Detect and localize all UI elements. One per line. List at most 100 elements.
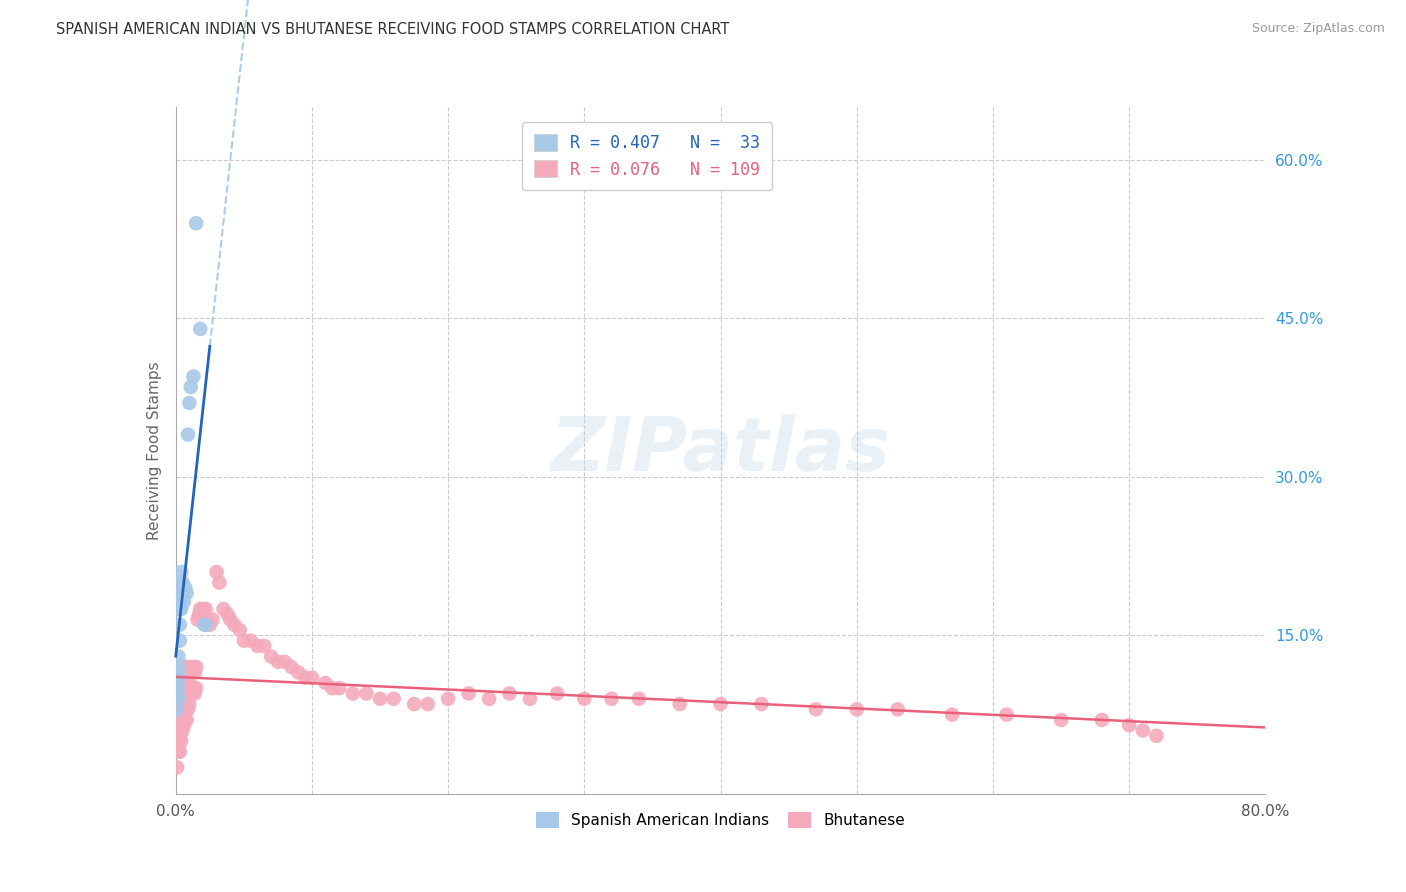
Point xyxy=(167,691,190,706)
Point xyxy=(194,602,217,616)
Point xyxy=(167,718,190,732)
Point xyxy=(166,665,188,680)
Point xyxy=(186,216,208,230)
Point xyxy=(195,613,218,627)
Point xyxy=(190,607,212,622)
Point xyxy=(995,707,1018,722)
Point xyxy=(167,702,190,716)
Point xyxy=(170,702,193,716)
Point xyxy=(172,581,194,595)
Point xyxy=(170,586,193,600)
Point xyxy=(173,594,195,608)
Point xyxy=(170,676,193,690)
Point xyxy=(382,691,405,706)
Point xyxy=(179,676,201,690)
Point xyxy=(342,686,364,700)
Point xyxy=(194,617,217,632)
Point xyxy=(167,671,190,685)
Point xyxy=(166,745,188,759)
Point xyxy=(166,702,188,716)
Point xyxy=(172,591,194,606)
Point xyxy=(498,686,520,700)
Point xyxy=(1144,729,1167,743)
Point xyxy=(1050,713,1073,727)
Point xyxy=(600,691,623,706)
Point xyxy=(219,613,242,627)
Point xyxy=(187,607,209,622)
Point xyxy=(1118,718,1140,732)
Point xyxy=(205,565,228,579)
Point xyxy=(170,734,193,748)
Point xyxy=(172,575,194,590)
Point xyxy=(232,633,254,648)
Y-axis label: Receiving Food Stamps: Receiving Food Stamps xyxy=(146,361,162,540)
Point xyxy=(710,697,733,711)
Point xyxy=(180,686,202,700)
Point xyxy=(574,691,596,706)
Point xyxy=(201,613,224,627)
Point xyxy=(169,718,191,732)
Point xyxy=(169,671,191,685)
Point xyxy=(260,649,283,664)
Point xyxy=(183,681,205,696)
Point xyxy=(174,581,197,595)
Text: ZIPatlas: ZIPatlas xyxy=(551,414,890,487)
Point xyxy=(519,691,541,706)
Point xyxy=(174,691,197,706)
Point xyxy=(193,617,215,632)
Point xyxy=(287,665,309,680)
Point xyxy=(172,676,194,690)
Point xyxy=(186,613,209,627)
Point xyxy=(179,396,201,410)
Point xyxy=(170,602,193,616)
Point xyxy=(280,660,302,674)
Point xyxy=(183,660,205,674)
Point xyxy=(170,718,193,732)
Point xyxy=(239,633,262,648)
Point xyxy=(173,681,195,696)
Point xyxy=(169,602,191,616)
Point xyxy=(169,633,191,648)
Point xyxy=(167,681,190,696)
Point xyxy=(188,602,211,616)
Legend: Spanish American Indians, Bhutanese: Spanish American Indians, Bhutanese xyxy=(530,806,911,834)
Point xyxy=(169,575,191,590)
Point xyxy=(166,676,188,690)
Point xyxy=(315,676,337,690)
Point xyxy=(173,665,195,680)
Point xyxy=(170,686,193,700)
Point xyxy=(294,671,316,685)
Point xyxy=(173,718,195,732)
Point xyxy=(321,681,343,696)
Point xyxy=(886,702,908,716)
Point xyxy=(845,702,868,716)
Text: Source: ZipAtlas.com: Source: ZipAtlas.com xyxy=(1251,22,1385,36)
Point xyxy=(804,702,827,716)
Point xyxy=(193,607,215,622)
Point xyxy=(627,691,650,706)
Point xyxy=(174,713,197,727)
Point xyxy=(174,660,197,674)
Point xyxy=(169,702,191,716)
Point xyxy=(172,723,194,738)
Point xyxy=(173,581,195,595)
Point xyxy=(166,734,188,748)
Point xyxy=(941,707,963,722)
Point xyxy=(169,729,191,743)
Point xyxy=(184,665,207,680)
Point xyxy=(169,617,191,632)
Point xyxy=(404,697,426,711)
Point xyxy=(166,686,188,700)
Point xyxy=(177,665,200,680)
Point xyxy=(176,586,198,600)
Point xyxy=(180,380,202,394)
Point xyxy=(169,591,191,606)
Point xyxy=(172,707,194,722)
Point xyxy=(328,681,350,696)
Point xyxy=(170,575,193,590)
Point xyxy=(166,760,188,774)
Point xyxy=(478,691,501,706)
Point xyxy=(176,713,198,727)
Point xyxy=(176,691,198,706)
Point xyxy=(191,602,214,616)
